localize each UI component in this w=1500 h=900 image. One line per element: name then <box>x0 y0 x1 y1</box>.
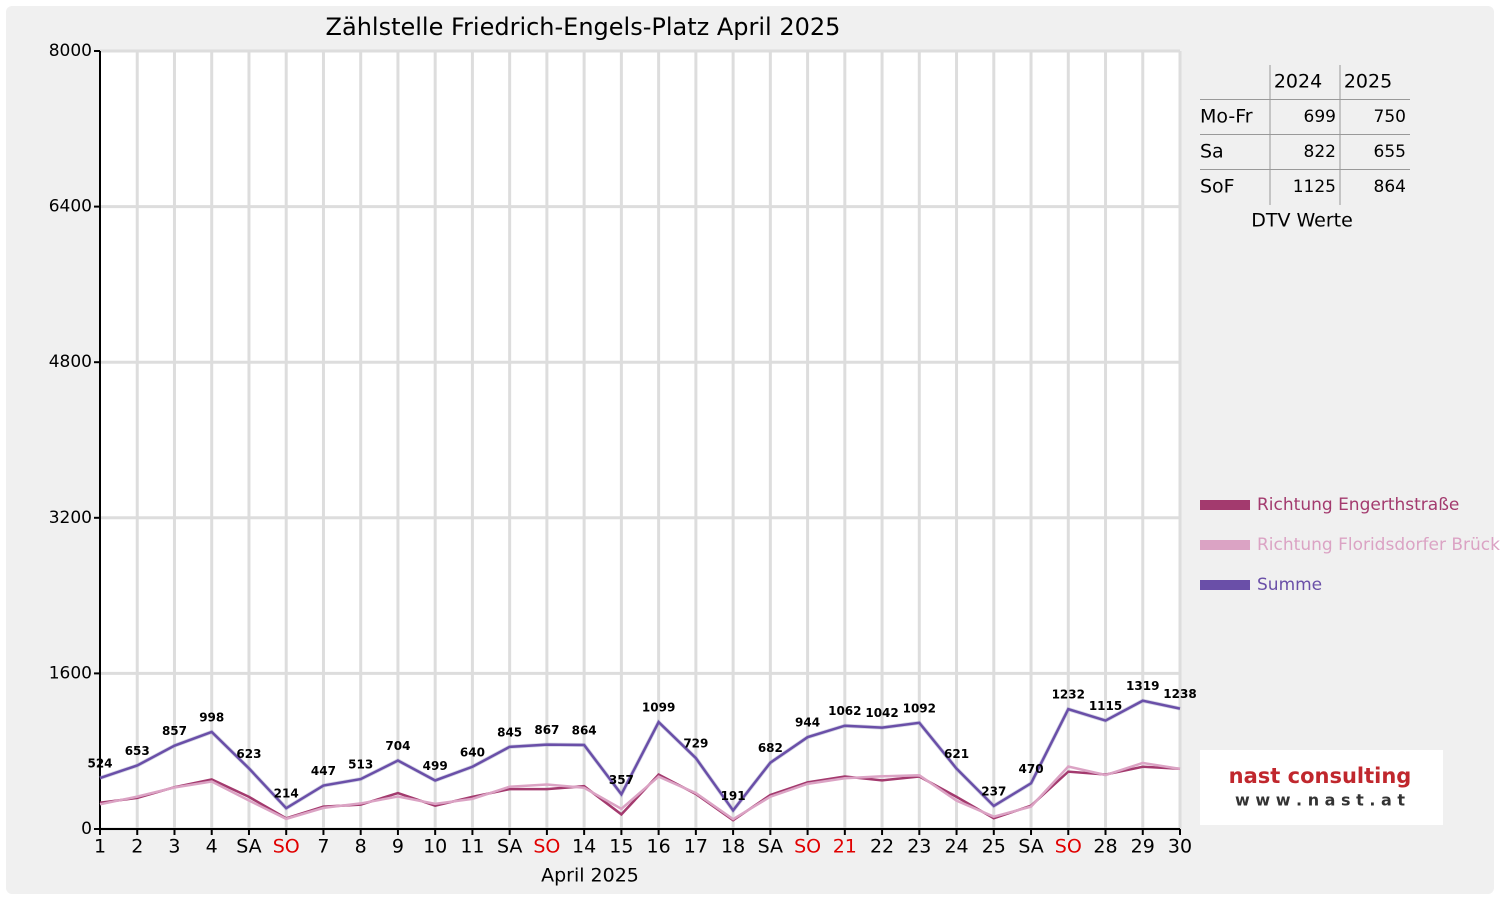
legend-label: Summe <box>1257 575 1322 595</box>
data-label: 682 <box>758 741 783 755</box>
data-label: 864 <box>572 723 597 737</box>
chart-title: Zählstelle Friedrich-Engels-Platz April … <box>326 13 841 41</box>
data-label: 857 <box>162 724 187 738</box>
table-row-label: Mo-Fr <box>1200 106 1253 128</box>
data-label: 1099 <box>642 701 675 715</box>
data-label: 357 <box>609 773 634 787</box>
x-axis-label: April 2025 <box>541 865 639 887</box>
table-row-label: Sa <box>1200 141 1224 163</box>
y-tick-label: 8000 <box>49 41 92 61</box>
x-tick-label: 18 <box>721 836 745 858</box>
x-tick-label: 7 <box>317 836 329 858</box>
data-label: 1319 <box>1126 679 1159 693</box>
plot-area <box>100 51 1180 829</box>
data-label: 621 <box>944 747 969 761</box>
x-tick-label: 10 <box>423 836 447 858</box>
data-label: 653 <box>125 744 150 758</box>
data-label: 214 <box>274 787 299 801</box>
x-tick-label: 17 <box>684 836 708 858</box>
logo-url: w w w . n a s t . a t <box>1235 791 1405 810</box>
table-cell: 750 <box>1374 107 1406 127</box>
table-cell: 1125 <box>1293 177 1336 197</box>
x-tick-label: 25 <box>982 836 1006 858</box>
series-line <box>99 699 1181 813</box>
x-tick-label: 21 <box>833 836 857 858</box>
x-tick-label: 3 <box>168 836 180 858</box>
x-tick-label: 1 <box>94 836 106 858</box>
data-label: 704 <box>385 739 410 753</box>
table-cell: 864 <box>1374 177 1406 197</box>
data-label: 845 <box>497 725 522 739</box>
data-label: 1062 <box>828 704 861 718</box>
logo-name: nast consulting <box>1229 764 1412 788</box>
x-tick-label: 22 <box>870 836 894 858</box>
data-label: 1092 <box>903 701 936 715</box>
x-tick-label: SA <box>758 836 783 858</box>
data-label: 623 <box>236 747 261 761</box>
x-tick-label: SO <box>1055 836 1082 858</box>
data-label: 499 <box>423 759 448 773</box>
x-tick-label: SO <box>794 836 821 858</box>
y-tick-label: 1600 <box>49 663 92 683</box>
data-label: 1042 <box>865 706 898 720</box>
data-label: 1238 <box>1163 687 1196 701</box>
table-header: 2025 <box>1344 71 1392 93</box>
x-tick-label: 23 <box>907 836 931 858</box>
x-tick-label: 24 <box>944 836 968 858</box>
legend-label: Richtung Floridsdorfer Brücke <box>1257 535 1500 555</box>
x-tick-label: 30 <box>1168 836 1192 858</box>
table-row-label: SoF <box>1200 176 1235 198</box>
legend-swatch <box>1200 580 1250 590</box>
x-tick-label: 29 <box>1131 836 1155 858</box>
data-label: 729 <box>683 737 708 751</box>
logo-box <box>1200 750 1443 825</box>
y-tick-label: 6400 <box>49 197 92 217</box>
data-label: 944 <box>795 716 820 730</box>
y-tick-label: 4800 <box>49 352 92 372</box>
x-tick-label: 4 <box>206 836 218 858</box>
x-tick-label: SA <box>1018 836 1043 858</box>
x-tick-label: 15 <box>609 836 633 858</box>
x-tick-label: 9 <box>392 836 404 858</box>
table-header: 2024 <box>1274 71 1322 93</box>
data-label: 237 <box>981 784 1006 798</box>
y-tick-label: 0 <box>81 819 92 839</box>
x-tick-label: 28 <box>1093 836 1117 858</box>
x-tick-label: SO <box>273 836 300 858</box>
table-cell: 699 <box>1304 107 1336 127</box>
table-caption: DTV Werte <box>1251 210 1353 232</box>
x-tick-label: 14 <box>572 836 596 858</box>
x-tick-label: SA <box>497 836 522 858</box>
table-cell: 655 <box>1374 142 1406 162</box>
data-label: 867 <box>534 723 559 737</box>
x-tick-label: 11 <box>460 836 484 858</box>
x-tick-label: 8 <box>355 836 367 858</box>
legend-label: Richtung Engerthstraße <box>1257 495 1459 515</box>
legend-swatch <box>1200 540 1250 550</box>
data-label: 470 <box>1019 762 1044 776</box>
y-tick-label: 3200 <box>49 508 92 528</box>
data-label: 998 <box>199 710 224 724</box>
data-label: 447 <box>311 764 336 778</box>
series-line <box>99 761 1181 821</box>
table-cell: 822 <box>1304 142 1336 162</box>
x-tick-label: SO <box>533 836 560 858</box>
x-tick-label: 16 <box>647 836 671 858</box>
data-label: 1232 <box>1052 688 1085 702</box>
data-label: 191 <box>721 789 746 803</box>
x-tick-label: 2 <box>131 836 143 858</box>
data-label: 524 <box>87 757 112 771</box>
x-tick-label: SA <box>236 836 261 858</box>
data-label: 1115 <box>1089 699 1122 713</box>
data-label: 513 <box>348 758 373 772</box>
legend-swatch <box>1200 500 1250 510</box>
data-label: 640 <box>460 745 485 759</box>
